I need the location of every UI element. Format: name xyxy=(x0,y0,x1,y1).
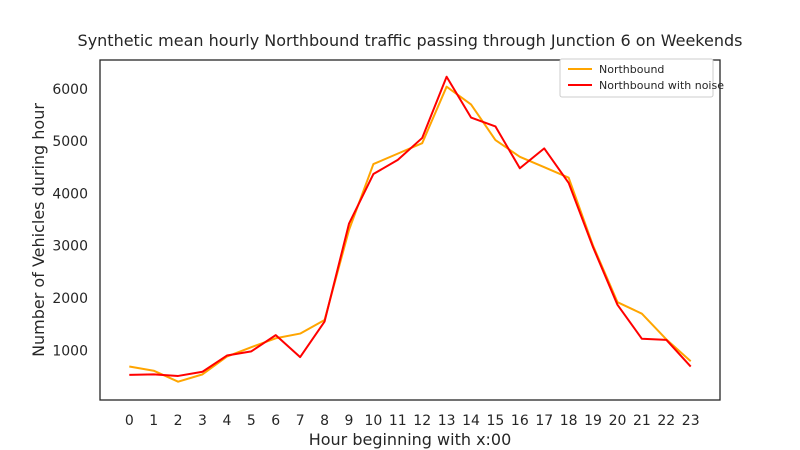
x-tick-label: 5 xyxy=(247,413,256,429)
x-tick-label: 18 xyxy=(560,413,578,429)
x-tick-label: 22 xyxy=(657,413,675,429)
y-tick-label: 6000 xyxy=(52,82,88,98)
chart-title: Synthetic mean hourly Northbound traffic… xyxy=(78,31,743,50)
x-tick-label: 19 xyxy=(584,413,602,429)
series-layer xyxy=(129,75,692,383)
x-tick-label: 0 xyxy=(125,413,134,429)
x-tick-label: 13 xyxy=(438,413,456,429)
x-tick-label: 15 xyxy=(487,413,505,429)
x-tick-label: 6 xyxy=(271,413,280,429)
x-tick-label: 4 xyxy=(222,413,231,429)
x-tick-label: 20 xyxy=(609,413,627,429)
series-line-northbound-with-noise xyxy=(129,75,692,377)
x-tick-label: 12 xyxy=(413,413,431,429)
x-tick-labels: 0 1 2 3 4 5 6 7 8 9 10 11 12 13 14 15 16 17 18 19 20 21 22 23 xyxy=(125,413,700,429)
x-tick-label: 2 xyxy=(174,413,183,429)
x-tick-label: 10 xyxy=(364,413,382,429)
x-axis-title: Hour beginning with x:00 xyxy=(309,430,512,449)
x-tick-label: 8 xyxy=(320,413,329,429)
y-tick-label: 5000 xyxy=(52,134,88,150)
x-tick-label: 17 xyxy=(535,413,553,429)
y-tick-label: 1000 xyxy=(52,343,88,359)
y-tick-label: 3000 xyxy=(52,239,88,255)
x-tick-label: 14 xyxy=(462,413,480,429)
x-tick-label: 11 xyxy=(389,413,407,429)
y-tick-label: 4000 xyxy=(52,186,88,202)
legend-label-northbound: Northbound xyxy=(599,63,664,76)
x-tick-label: 21 xyxy=(633,413,651,429)
x-tick-label: 7 xyxy=(296,413,305,429)
legend-label-northbound-with-noise: Northbound with noise xyxy=(599,79,724,92)
x-tick-label: 16 xyxy=(511,413,529,429)
y-tick-label: 2000 xyxy=(52,291,88,307)
x-tick-label: 9 xyxy=(345,413,354,429)
x-tick-label: 3 xyxy=(198,413,207,429)
x-tick-label: 1 xyxy=(149,413,158,429)
plot-frame xyxy=(99,59,721,401)
y-axis-title: Number of Vehicles during hour xyxy=(29,103,48,357)
x-tick-label: 23 xyxy=(682,413,700,429)
legend-box xyxy=(559,58,714,98)
legend: Northbound Northbound with noise xyxy=(559,58,724,98)
y-tick-labels: 1000 2000 3000 4000 5000 6000 xyxy=(52,82,88,360)
